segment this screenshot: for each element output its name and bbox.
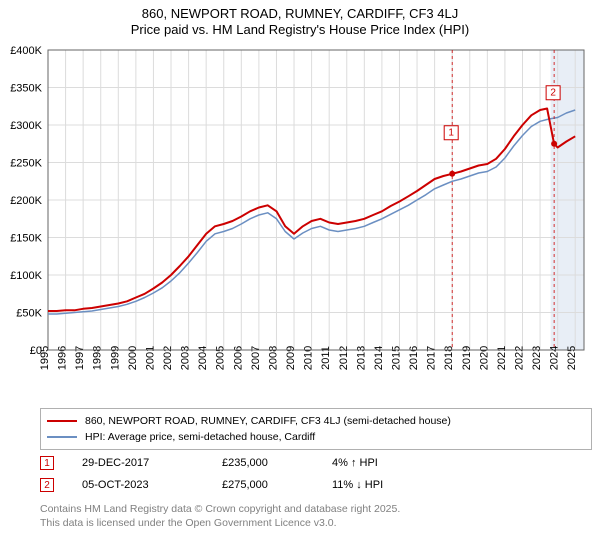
svg-text:£150K: £150K bbox=[10, 233, 42, 245]
transaction-row: 2 05-OCT-2023 £275,000 11% ↓ HPI bbox=[40, 474, 592, 496]
svg-text:2020: 2020 bbox=[478, 346, 490, 370]
svg-text:2000: 2000 bbox=[127, 346, 139, 370]
transaction-price: £235,000 bbox=[222, 457, 332, 469]
svg-text:2006: 2006 bbox=[232, 346, 244, 370]
svg-text:2025: 2025 bbox=[566, 346, 578, 370]
svg-text:1995: 1995 bbox=[39, 346, 51, 370]
legend-swatch bbox=[47, 420, 77, 422]
svg-text:2018: 2018 bbox=[443, 346, 455, 370]
svg-text:2008: 2008 bbox=[267, 346, 279, 370]
svg-text:1: 1 bbox=[448, 127, 454, 138]
attribution-line: Contains HM Land Registry data © Crown c… bbox=[40, 502, 592, 516]
svg-text:£100K: £100K bbox=[10, 270, 42, 282]
svg-text:2002: 2002 bbox=[162, 346, 174, 370]
legend: 860, NEWPORT ROAD, RUMNEY, CARDIFF, CF3 … bbox=[40, 408, 592, 450]
svg-text:£400K: £400K bbox=[10, 45, 42, 57]
svg-text:2016: 2016 bbox=[408, 346, 420, 370]
svg-text:2003: 2003 bbox=[180, 346, 192, 370]
chart-svg: £0£50K£100K£150K£200K£250K£300K£350K£400… bbox=[0, 44, 600, 400]
svg-text:2022: 2022 bbox=[513, 346, 525, 370]
transaction-date: 29-DEC-2017 bbox=[82, 457, 222, 469]
legend-label: 860, NEWPORT ROAD, RUMNEY, CARDIFF, CF3 … bbox=[85, 413, 451, 429]
svg-text:2014: 2014 bbox=[373, 346, 385, 370]
transaction-diff: 4% ↑ HPI bbox=[332, 457, 378, 469]
svg-text:2: 2 bbox=[550, 87, 556, 98]
attribution-line: This data is licensed under the Open Gov… bbox=[40, 516, 592, 530]
legend-item: HPI: Average price, semi-detached house,… bbox=[47, 429, 585, 445]
svg-text:2012: 2012 bbox=[338, 346, 350, 370]
chart-figure: 860, NEWPORT ROAD, RUMNEY, CARDIFF, CF3 … bbox=[0, 0, 600, 560]
svg-text:2021: 2021 bbox=[496, 346, 508, 370]
transactions: 1 29-DEC-2017 £235,000 4% ↑ HPI 2 05-OCT… bbox=[40, 452, 592, 496]
svg-text:2009: 2009 bbox=[285, 346, 297, 370]
transaction-price: £275,000 bbox=[222, 479, 332, 491]
svg-text:2004: 2004 bbox=[197, 346, 209, 370]
legend-swatch bbox=[47, 436, 77, 438]
svg-text:1999: 1999 bbox=[109, 346, 121, 370]
svg-text:2001: 2001 bbox=[144, 346, 156, 370]
transaction-row: 1 29-DEC-2017 £235,000 4% ↑ HPI bbox=[40, 452, 592, 474]
chart-title: 860, NEWPORT ROAD, RUMNEY, CARDIFF, CF3 … bbox=[0, 6, 600, 21]
chart-subtitle: Price paid vs. HM Land Registry's House … bbox=[0, 22, 600, 37]
svg-text:1997: 1997 bbox=[74, 346, 86, 370]
marker-badge: 2 bbox=[40, 478, 54, 492]
transaction-diff: 11% ↓ HPI bbox=[332, 479, 383, 491]
svg-text:2023: 2023 bbox=[531, 346, 543, 370]
legend-label: HPI: Average price, semi-detached house,… bbox=[85, 429, 315, 445]
svg-text:£200K: £200K bbox=[10, 195, 42, 207]
svg-text:2010: 2010 bbox=[303, 346, 315, 370]
marker-badge: 1 bbox=[40, 456, 54, 470]
svg-text:2019: 2019 bbox=[461, 346, 473, 370]
svg-text:£250K: £250K bbox=[10, 158, 42, 170]
legend-item: 860, NEWPORT ROAD, RUMNEY, CARDIFF, CF3 … bbox=[47, 413, 585, 429]
svg-text:1998: 1998 bbox=[92, 346, 104, 370]
svg-text:1996: 1996 bbox=[57, 346, 69, 370]
attribution: Contains HM Land Registry data © Crown c… bbox=[40, 502, 592, 530]
svg-text:£350K: £350K bbox=[10, 83, 42, 95]
svg-text:£300K: £300K bbox=[10, 120, 42, 132]
svg-text:2013: 2013 bbox=[355, 346, 367, 370]
svg-text:2005: 2005 bbox=[215, 346, 227, 370]
svg-text:2007: 2007 bbox=[250, 346, 262, 370]
svg-text:£50K: £50K bbox=[16, 308, 42, 320]
title-block: 860, NEWPORT ROAD, RUMNEY, CARDIFF, CF3 … bbox=[0, 0, 600, 37]
chart-area: £0£50K£100K£150K£200K£250K£300K£350K£400… bbox=[0, 44, 600, 400]
svg-text:2015: 2015 bbox=[390, 346, 402, 370]
svg-text:2024: 2024 bbox=[549, 346, 561, 370]
transaction-date: 05-OCT-2023 bbox=[82, 479, 222, 491]
svg-text:2017: 2017 bbox=[426, 346, 438, 370]
